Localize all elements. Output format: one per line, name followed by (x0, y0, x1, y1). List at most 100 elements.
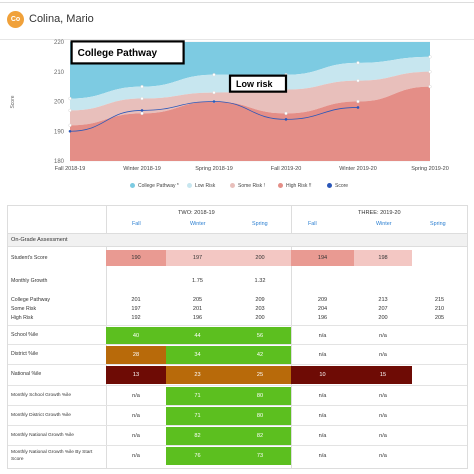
percentile-cell: n/a (318, 352, 327, 358)
season-header[interactable]: Fall (132, 221, 141, 227)
value-cell: 201 (131, 297, 141, 303)
band-point (68, 123, 72, 127)
percentile-cell: 56 (229, 327, 291, 345)
value-cell: 197 (131, 306, 141, 312)
legend-item[interactable]: Low Risk (187, 183, 215, 189)
percentile-cell: 23 (166, 366, 229, 384)
percentile-cell: 28 (106, 346, 166, 364)
y-tick-label: 200 (54, 100, 65, 106)
legend-swatch-icon (130, 183, 135, 189)
year-header: THREE: 2019-20 (358, 210, 401, 216)
value-cell: 200 (255, 315, 265, 321)
percentile-cell: 25 (229, 366, 291, 384)
score-point (212, 100, 216, 103)
row-label: Monthly School Growth %ile (11, 393, 71, 398)
x-tick-label: Winter 2018-19 (123, 166, 161, 172)
legend-item[interactable]: High Risk !! (278, 183, 312, 189)
row-label: Some Risk (11, 306, 37, 312)
percentile-cell: 13 (106, 366, 166, 384)
value-cell: 210 (434, 306, 445, 312)
legend-swatch-icon (230, 183, 235, 189)
some-risk-band (70, 71, 430, 126)
score-point (356, 106, 360, 109)
season-header[interactable]: Winter (376, 221, 392, 227)
growth-cell: n/a (379, 393, 387, 399)
season-header[interactable]: Winter (190, 221, 206, 227)
band-point (68, 96, 72, 101)
season-header[interactable]: Spring (252, 221, 268, 227)
legend-label: High Risk !! (286, 183, 312, 189)
row-label: High Risk (11, 315, 34, 321)
legend-label: Some Risk ! (238, 183, 265, 189)
value-cell: 204 (317, 306, 328, 312)
row-label: Monthly National Growth %ile By Start (11, 450, 93, 455)
band-point (140, 96, 144, 101)
growth-cell: n/a (318, 393, 327, 399)
legend-label: Score (335, 183, 349, 189)
section-title: On-Grade Assessment (11, 237, 68, 243)
value-cell: 207 (378, 306, 388, 312)
value-cell: 205 (192, 297, 203, 303)
growth-cell: n/a (132, 433, 140, 439)
score-point (284, 118, 288, 121)
row-label: Student's Score (11, 255, 48, 261)
band-point (212, 90, 216, 95)
value-cell: 1.75 (192, 278, 203, 284)
score-cell: 197 (166, 250, 229, 266)
value-cell: 209 (317, 297, 328, 303)
season-header[interactable]: Fall (308, 221, 317, 227)
growth-cell: n/a (318, 413, 327, 419)
score-cell: 200 (229, 250, 291, 266)
row-divider (8, 445, 467, 446)
row-divider (8, 425, 467, 426)
growth-cell: n/a (132, 393, 140, 399)
value-cell: 215 (434, 297, 445, 303)
row-label: Monthly National Growth %ile (11, 433, 74, 438)
legend-item[interactable]: College Pathway * (130, 183, 179, 189)
row-divider (8, 344, 467, 345)
x-tick-label: Spring 2019-20 (411, 166, 449, 172)
legend-swatch-icon (327, 183, 332, 189)
value-cell: 196 (192, 315, 203, 321)
growth-cell: n/a (318, 453, 327, 459)
percentile-cell: n/a (379, 333, 387, 339)
row-divider (8, 364, 467, 365)
annotation-box (228, 74, 288, 93)
growth-cell: 71 (166, 387, 229, 405)
legend-item[interactable]: Some Risk ! (230, 183, 265, 189)
row-label: School %ile (11, 332, 39, 338)
avatar[interactable]: Co (7, 11, 24, 28)
annotation-box (70, 40, 185, 65)
value-cell: 205 (434, 315, 445, 321)
row-label: Monthly District Growth %ile (11, 413, 71, 418)
growth-cell: n/a (132, 413, 140, 419)
growth-cell: 80 (229, 407, 291, 425)
score-chart: 180 190 200 210 220 Score Fall 2018-19 Winter 2… (10, 40, 449, 172)
year-header: TWO: 2018-19 (178, 210, 215, 216)
legend-item[interactable]: Score (327, 183, 348, 189)
value-cell: 196 (317, 315, 328, 321)
percentile-cell: 44 (166, 327, 229, 345)
band-point (284, 111, 288, 115)
value-cell: 209 (255, 297, 265, 303)
band-point (356, 99, 360, 104)
assessment-table: TWO: 2018-19 THREE: 2019-20 Fall Winter Spri… (7, 205, 468, 469)
legend-swatch-icon (278, 183, 283, 189)
band-point (140, 111, 144, 115)
band-point (428, 70, 432, 74)
y-axis-label: Score (10, 95, 16, 108)
band-point (140, 85, 144, 89)
x-tick-label: Spring 2018-19 (195, 166, 233, 172)
growth-cell: 76 (166, 447, 229, 465)
value-cell: 192 (131, 315, 141, 321)
row-label: Monthly Growth (11, 278, 48, 284)
season-header[interactable]: Spring (430, 221, 446, 227)
growth-cell: n/a (379, 453, 387, 459)
band-point (428, 55, 432, 59)
growth-cell: 82 (166, 427, 229, 445)
row-label: Score (11, 457, 24, 462)
row-label: College Pathway (11, 297, 50, 303)
row-label: District %ile (11, 351, 39, 357)
x-tick-label: Fall 2019-20 (271, 166, 302, 172)
band-point (356, 61, 360, 65)
